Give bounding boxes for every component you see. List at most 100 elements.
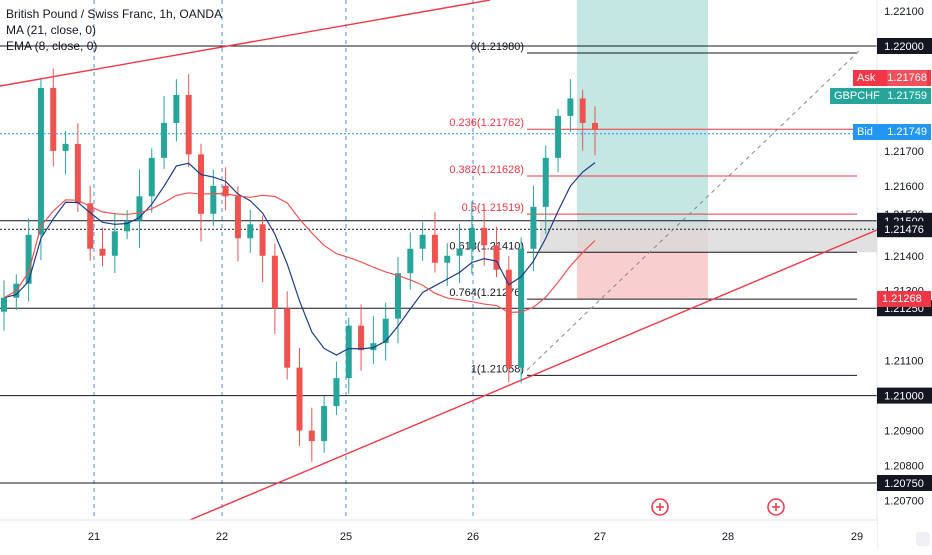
time-tick: 22	[216, 531, 228, 543]
target-zone	[577, 0, 708, 230]
lower-trendline	[189, 229, 878, 521]
candle-body	[284, 308, 291, 368]
candle-body	[99, 248, 106, 256]
bid-label: Bid	[857, 126, 873, 138]
bid-value: 1.21749	[887, 126, 927, 138]
candle-body	[247, 224, 254, 239]
time-tick: 28	[722, 531, 734, 543]
time-tick: 27	[594, 531, 606, 543]
price-tick: 1.21476	[884, 224, 924, 236]
candle-body	[505, 269, 512, 368]
time-axis	[0, 520, 877, 550]
ask-label: Ask	[857, 72, 876, 84]
bid-tag: Bid 1.21749	[853, 124, 931, 140]
legend-ema: EMA (8, close, 0)	[6, 39, 98, 53]
time-tick: 21	[88, 531, 100, 543]
candle-body	[579, 98, 586, 123]
price-tick: 1.21400	[884, 251, 924, 263]
candle-body	[50, 87, 57, 151]
projection-line	[526, 49, 861, 371]
candle-body	[136, 196, 143, 221]
legend-title: British Pound / Swiss Franc, 1h, OANDA	[6, 7, 223, 21]
fib-label: 0.382(1.21628)	[449, 164, 524, 176]
candle-body	[493, 245, 500, 270]
price-level-tag	[877, 475, 932, 491]
candle-body	[1, 297, 7, 312]
price-level-tag	[877, 387, 932, 404]
candle-body	[321, 406, 328, 442]
fib-label: 0.764(1.21276)	[449, 287, 524, 299]
red-level-tag: 1.21268	[877, 291, 931, 307]
price-level-tag	[877, 38, 932, 54]
candle-body	[210, 185, 217, 214]
candle-body	[185, 94, 192, 155]
candle-body	[407, 248, 414, 274]
chart-legend: British Pound / Swiss Franc, 1h, OANDA M…	[6, 6, 222, 54]
fib-label: 0(1.21980)	[471, 41, 524, 53]
candle-body	[37, 87, 44, 235]
ask-value: 1.21768	[887, 70, 927, 86]
candle-body	[271, 255, 278, 309]
candle-body	[198, 154, 204, 214]
candle-body	[395, 273, 401, 319]
candle-body	[74, 143, 81, 204]
candle-body	[25, 234, 32, 284]
candle-body	[161, 122, 168, 158]
candle-body	[296, 367, 303, 431]
candle-body	[345, 325, 352, 379]
price-tick: 1.20800	[884, 461, 924, 473]
candle-body	[419, 234, 426, 249]
time-tick: 26	[467, 531, 479, 543]
candle-body	[148, 157, 155, 197]
pair-tag: GBPCHF 1.21759	[830, 88, 931, 104]
fib-label: 0.618(1.21410)	[449, 240, 524, 252]
candle-body	[456, 248, 463, 256]
pair-label: GBPCHF	[834, 90, 880, 102]
candle-body	[530, 206, 537, 249]
candle-body	[87, 203, 94, 249]
price-tick: 1.22000	[884, 41, 924, 53]
auto-scale-button[interactable]	[916, 532, 930, 546]
candle-body	[62, 143, 69, 151]
candle-body	[333, 378, 340, 407]
candle-body	[592, 122, 598, 130]
fib-label: 1(1.21058)	[471, 363, 524, 375]
candle-body	[444, 255, 451, 263]
ask-tag: Ask 1.21768	[853, 70, 931, 86]
candle-body	[358, 325, 365, 351]
candle-body	[431, 234, 438, 263]
candle-body	[234, 196, 241, 239]
fib-label: 0.236(1.21762)	[449, 117, 524, 129]
candle-body	[518, 248, 525, 368]
price-level-tag	[877, 221, 932, 238]
candle-body	[308, 430, 315, 442]
price-tick: 1.20750	[884, 478, 924, 490]
price-tick: 1.20700	[884, 495, 924, 507]
upper-trendline	[0, 0, 491, 87]
price-tick: 1.21600	[884, 181, 924, 193]
price-tick: 1.20900	[884, 426, 924, 438]
candle-body	[468, 227, 475, 249]
time-tick: 25	[340, 531, 352, 543]
candle-body	[542, 157, 549, 207]
time-tick: 29	[851, 531, 863, 543]
candle-body	[111, 231, 118, 256]
candle-body	[382, 318, 389, 344]
candle-body	[555, 115, 562, 158]
legend-ma: MA (21, close, 0)	[6, 23, 97, 37]
price-tick: 1.22100	[884, 6, 924, 18]
ma-line	[3, 192, 596, 313]
price-tick: 1.21700	[884, 146, 924, 158]
ema-line	[3, 162, 596, 356]
pair-value: 1.21759	[887, 90, 927, 102]
candle-body	[222, 185, 229, 197]
candle-body	[173, 94, 180, 123]
candle-body	[481, 227, 488, 246]
candle-body	[370, 343, 377, 351]
grey-zone	[540, 220, 877, 253]
candle-body	[259, 224, 266, 256]
price-tick: 1.21000	[884, 391, 924, 403]
candle-body	[567, 98, 574, 116]
